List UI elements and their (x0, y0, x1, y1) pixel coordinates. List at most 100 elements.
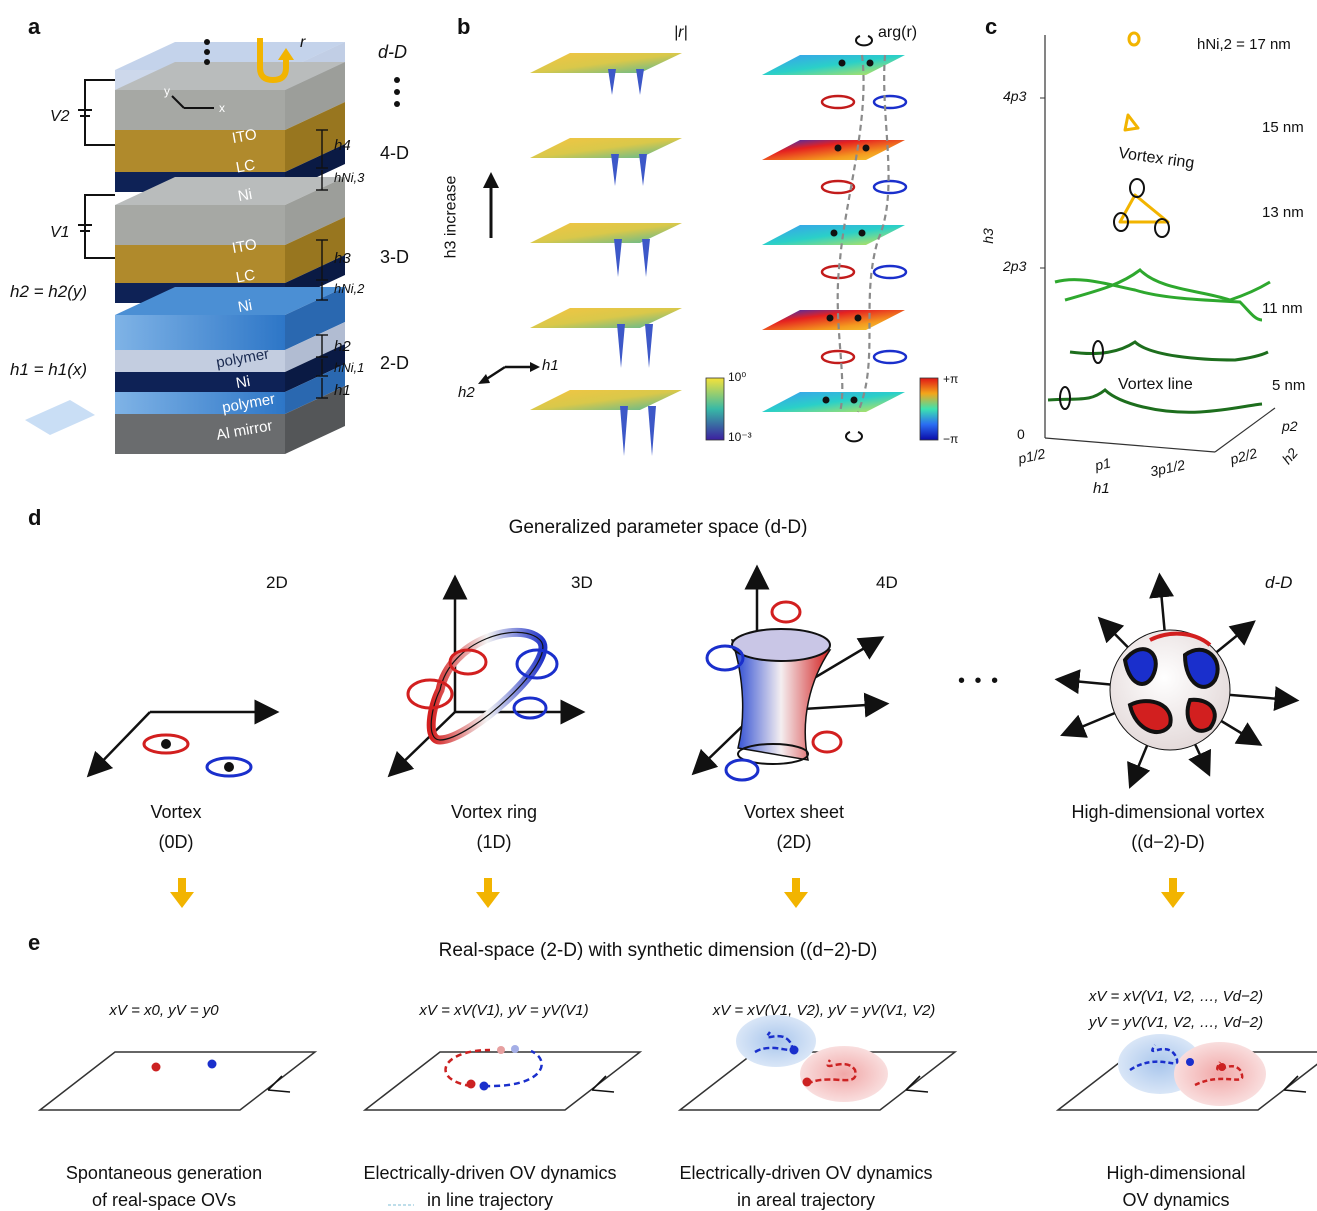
panel-label-d: d (28, 505, 42, 530)
eq-highdim-x: xV = xV(V1, V2, …, Vd−2) (1088, 988, 1264, 1005)
amplitude-surface (530, 390, 682, 410)
circulation-blue (872, 179, 908, 195)
amplitude-dip (617, 324, 625, 368)
panel-c-x-axis: h1 (1093, 480, 1110, 497)
panel-c-3d-plot (1040, 31, 1276, 453)
amp-cbar-max: 10⁰ (728, 370, 747, 384)
phase-cbar-min: −π (943, 432, 959, 446)
amplitude-dip (639, 154, 647, 186)
phase-singularity (854, 314, 862, 322)
panel-label-c: c (985, 14, 998, 39)
phase-singularity (822, 396, 830, 404)
thickness-15nm: 15 nm (1262, 119, 1304, 136)
amplitude-dip (620, 406, 628, 456)
phase-singularity (866, 59, 874, 67)
col-dim-2d: 2D (266, 573, 288, 592)
col-name-vortex-ring: Vortex ring (450, 802, 538, 822)
axis-y-label: y (164, 84, 170, 98)
col-sub-0d: (0D) (158, 832, 194, 852)
voltage-v1: V1 (50, 224, 70, 241)
amplitude-dip (636, 69, 644, 95)
col-sub-d2: ((d−2)-D) (1131, 832, 1205, 852)
e-caption-2-line1: Electrically-driven OV dynamics (363, 1163, 617, 1183)
e-caption-3-line1: Electrically-driven OV dynamics (679, 1163, 933, 1183)
panel-label-b: b (457, 14, 471, 39)
reflect-label: r (300, 34, 306, 51)
voltage-v2: V2 (50, 108, 70, 125)
panel-c-y-tick-4p3: 4p3 (1003, 88, 1027, 104)
col-dim-4d: 4D (876, 573, 898, 592)
ellipsis: • • • (958, 670, 1001, 692)
e-caption-4-line1: High-dimensional (1106, 1163, 1246, 1183)
height-hni2: hNi,2 (334, 281, 365, 296)
amplitude-surface (530, 223, 682, 243)
axis-x-label: x (219, 101, 225, 115)
phase-singularity (834, 144, 842, 152)
dim-d: d-D (378, 42, 408, 62)
amp-cbar-min: 10⁻³ (728, 430, 752, 444)
amplitude-surface (530, 53, 682, 73)
phase-plane (762, 140, 905, 160)
thickness-13nm: 13 nm (1262, 204, 1304, 221)
col-sub-2d: (2D) (776, 832, 812, 852)
panel-b-axis-h2: h2 (458, 384, 475, 401)
eq-h2: h2 = h2(y) (10, 282, 88, 301)
col-sub-1d: (1D) (476, 832, 512, 852)
amplitude-surface (530, 308, 682, 328)
phase-singularity (826, 314, 834, 322)
circulation-red (820, 94, 856, 110)
panel-label-e: e (28, 930, 41, 955)
col-name-vortex: Vortex (150, 802, 202, 822)
eq-static: xV = x0, yV = y0 (109, 1002, 219, 1019)
e-caption-4-line2: OV dynamics (1122, 1190, 1230, 1210)
panel-label-a: a (28, 14, 41, 39)
amplitude-dip (642, 239, 650, 277)
phase-cbar-max: +π (943, 372, 959, 386)
phase-singularity (850, 396, 858, 404)
height-hni3: hNi,3 (334, 170, 365, 185)
e-caption-1-line2: of real-space OVs (91, 1190, 237, 1210)
col-name-vortex-sheet: Vortex sheet (743, 802, 845, 822)
panel-c-z-tick-2: p2 (1282, 418, 1298, 434)
thickness-17nm: hNi,2 = 17 nm (1197, 36, 1291, 53)
phase-singularity (838, 59, 846, 67)
thickness-5nm: 5 nm (1272, 377, 1306, 394)
circulation-blue (872, 349, 908, 365)
panel-d-diagrams (86, 564, 1300, 908)
col-dim-d: d-D (1265, 573, 1293, 592)
amplitude-dip (648, 406, 656, 456)
phase-plane (762, 392, 905, 412)
e-caption-2-line2: in line trajectory (426, 1190, 554, 1210)
panel-b-axis-h1: h1 (542, 357, 559, 374)
amplitude-dip (608, 69, 616, 95)
phase-singularity (862, 144, 870, 152)
layer-stack-diagram (25, 38, 400, 454)
height-h4: h4 (334, 137, 351, 154)
panel-b-surfaces (478, 35, 939, 456)
circulation-blue (872, 94, 908, 110)
dim-3d: 3-D (380, 247, 410, 267)
eq-h1: h1 = h1(x) (10, 360, 88, 379)
panel-c-y-tick-2p3: 2p3 (1003, 258, 1027, 274)
amplitude-dip (611, 154, 619, 186)
height-hni1: hNi,1 (334, 360, 365, 375)
circulation-blue (872, 264, 908, 280)
height-h3: h3 (334, 250, 351, 267)
dim-4d: 4-D (380, 143, 410, 163)
amp-label: |r| (674, 24, 688, 41)
phase-singularity (830, 229, 838, 237)
col-dim-3d: 3D (571, 573, 593, 592)
amplitude-dip (614, 239, 622, 277)
height-h2: h2 (334, 338, 351, 355)
circulation-red (820, 349, 856, 365)
col-name-high-dim: High-dimensional vortex (1071, 802, 1265, 822)
dim-2d: 2-D (380, 353, 410, 373)
panel-d-title: Generalized parameter space (d-D) (508, 517, 808, 538)
thickness-11nm: 11 nm (1262, 300, 1303, 317)
e-caption-3-line2: in areal trajectory (736, 1190, 876, 1210)
height-h1: h1 (334, 382, 351, 399)
phase-label: arg(r) (878, 24, 918, 41)
eq-areal: xV = xV(V1, V2), yV = yV(V1, V2) (712, 1002, 936, 1019)
phase-singularity (858, 229, 866, 237)
